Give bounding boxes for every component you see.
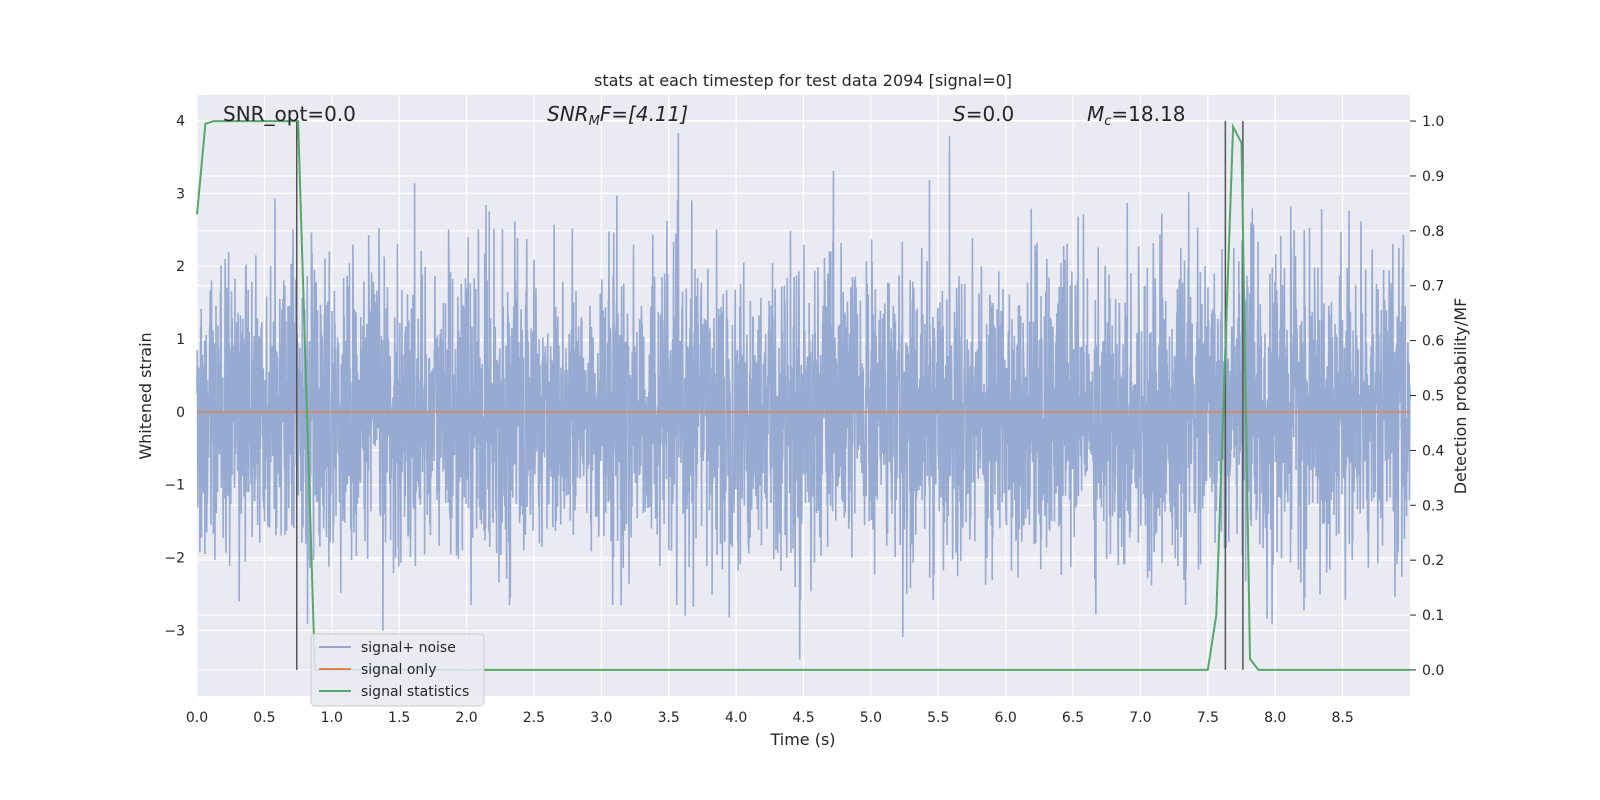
y2-tick-label: 0.9 [1422, 169, 1444, 185]
annotation-snr-mf-tail: F=[4.11] [600, 102, 688, 126]
x-tick-label: 3.0 [590, 710, 612, 726]
y-tick-label: 1 [176, 332, 185, 348]
legend-label-signal-only: signal only [361, 662, 436, 678]
y2-tick-label: 0.3 [1422, 498, 1444, 514]
annotation-s: S=0.0 [953, 102, 1014, 126]
x-tick-label: 5.5 [927, 710, 949, 726]
y-tick-label: 3 [176, 186, 185, 202]
y-tick-label: 4 [176, 113, 185, 129]
y-tick-label: 2 [176, 259, 185, 275]
y-tick-label: −3 [164, 623, 185, 639]
x-tick-label: 2.0 [455, 710, 477, 726]
x-tick-label: 2.5 [523, 710, 545, 726]
chart-title: stats at each timestep for test data 209… [594, 71, 1012, 90]
annotation-snr-opt: SNR_opt=0.0 [223, 102, 356, 126]
x-tick-label: 5.0 [860, 710, 882, 726]
signal-statistics-line [196, 120, 1410, 671]
annotation-snr-mf-sub: M [589, 114, 600, 129]
legend: signal+ noise signal only signal statist… [310, 633, 485, 707]
x-tick-label: 7.5 [1197, 710, 1219, 726]
y-axis-label: Whitened strain [136, 332, 155, 459]
annotation-s-tail: =0.0 [966, 102, 1015, 126]
x-tick-label: 6.5 [1062, 710, 1084, 726]
y-tick-label: −1 [164, 478, 185, 494]
x-tick-labels: 0.0 0.5 1.0 1.5 2.0 2.5 3.0 3.5 4.0 4.5 5.0 5.5 6.0 6… [186, 710, 1354, 726]
annotation-mc-main: M [1087, 102, 1104, 126]
y2-tick-label: 0.4 [1422, 443, 1444, 459]
annotation-s-main: S [953, 102, 966, 126]
y2-tick-label: 0.1 [1422, 608, 1444, 624]
y2-tick-labels: 0.0 0.1 0.2 0.3 0.4 0.5 0.6 0.7 0.8 0.9 1.0 [1410, 114, 1444, 679]
signal-noise-series [196, 133, 1411, 660]
x-tick-label: 0.0 [186, 710, 208, 726]
legend-box [310, 633, 485, 707]
signal-noise-line [196, 133, 1411, 660]
x-tick-label: 1.0 [321, 710, 343, 726]
y-tick-labels: −3 −2 −1 0 1 2 3 4 [164, 113, 185, 639]
x-tick-label: 0.5 [253, 710, 275, 726]
y2-tick-label: 0.7 [1422, 279, 1444, 295]
y2-tick-label: 1.0 [1422, 114, 1444, 130]
annotation-mc-sub: c [1104, 114, 1111, 129]
x-tick-label: 4.0 [725, 710, 747, 726]
x-tick-label: 1.5 [388, 710, 410, 726]
y2-axis-label: Detection probability/MF [1451, 298, 1470, 495]
y2-tick-label: 0.2 [1422, 553, 1444, 569]
x-tick-label: 6.0 [995, 710, 1017, 726]
x-tick-label: 7.0 [1129, 710, 1151, 726]
annotation-mc: Mc=18.18 [1087, 102, 1185, 129]
x-tick-label: 8.5 [1331, 710, 1353, 726]
x-tick-label: 4.5 [792, 710, 814, 726]
y2-tick-label: 0.0 [1422, 663, 1444, 679]
y2-tick-label: 0.5 [1422, 389, 1444, 405]
y-tick-label: 0 [176, 405, 185, 421]
y2-tick-label: 0.8 [1422, 224, 1444, 240]
annotation-snr-mf: SNRMF=[4.11] [547, 102, 688, 129]
y-tick-label: −2 [164, 551, 185, 567]
x-tick-label: 3.5 [658, 710, 680, 726]
x-axis-label: Time (s) [769, 730, 835, 749]
y2-tick-label: 0.6 [1422, 334, 1444, 350]
x-tick-label: 8.0 [1264, 710, 1286, 726]
annotation-snr-mf-main: SNR [547, 102, 589, 126]
annotation-mc-tail: =18.18 [1111, 102, 1185, 126]
legend-label-signal-statistics: signal statistics [361, 684, 469, 700]
legend-label-signal-noise: signal+ noise [361, 640, 456, 656]
